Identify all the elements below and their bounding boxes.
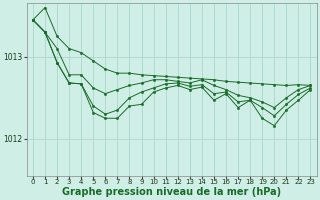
X-axis label: Graphe pression niveau de la mer (hPa): Graphe pression niveau de la mer (hPa): [62, 187, 281, 197]
